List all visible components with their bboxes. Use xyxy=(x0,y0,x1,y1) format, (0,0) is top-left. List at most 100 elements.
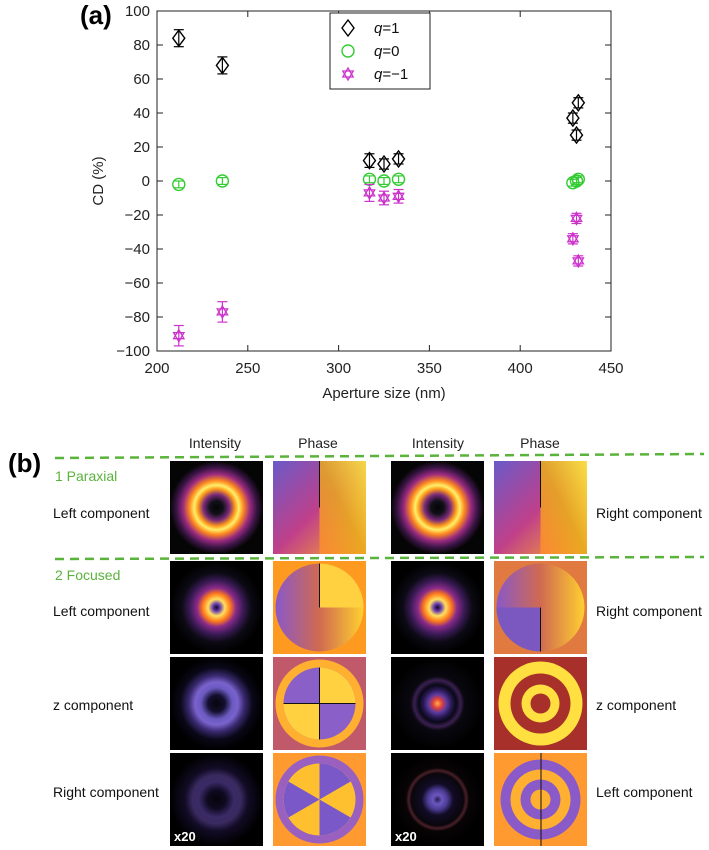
intensity-focused-right xyxy=(391,561,484,654)
data-point xyxy=(571,253,585,269)
intensity-z-right xyxy=(391,657,484,750)
data-point xyxy=(571,172,586,187)
intensity-z-left xyxy=(170,657,263,750)
y-tick-label: 20 xyxy=(133,139,150,156)
data-point xyxy=(569,125,584,145)
data-point xyxy=(215,174,230,188)
data-point xyxy=(392,189,405,204)
y-tick-label: 100 xyxy=(125,3,150,20)
header-intensity-right: Intensity xyxy=(412,435,464,451)
data-point xyxy=(171,29,186,48)
series-star xyxy=(172,183,585,347)
legend-label: q=0 xyxy=(374,43,399,60)
x-tick-label: 450 xyxy=(598,360,623,377)
section-focused-label: 2 Focused xyxy=(55,567,120,583)
phase-paraxial-right xyxy=(494,461,587,554)
row-focused-1 xyxy=(170,561,587,654)
divider-paraxial xyxy=(54,452,705,460)
x-tick-label: 250 xyxy=(235,360,260,377)
x-axis-label: Aperture size (nm) xyxy=(322,385,445,402)
data-point xyxy=(363,185,376,201)
data-point xyxy=(377,174,391,188)
data-point xyxy=(569,174,584,188)
legend-label: q=1 xyxy=(374,20,399,37)
row-label-left-2: Left component xyxy=(53,603,150,619)
row-focused-4: x20 x20 xyxy=(170,753,587,846)
legend-marker-star xyxy=(341,66,355,82)
y-tick-label: −20 xyxy=(125,207,150,224)
row-label-right-4: Left component xyxy=(596,784,693,800)
axis-ticks: 200 250 300 350 400 450 −100 −80 −60 −40 −20 0 20 40 6… xyxy=(116,3,623,377)
phase-focused-left xyxy=(273,561,366,654)
y-tick-label: 0 xyxy=(142,173,150,190)
data-point xyxy=(391,172,406,187)
y-tick-label: 80 xyxy=(133,37,150,54)
intensity-paraxial-left xyxy=(170,461,263,554)
magnification-right: x20 xyxy=(395,829,417,844)
panel-a-label: (a) xyxy=(80,0,112,30)
data-point xyxy=(172,328,186,343)
row-label-left-1: Left component xyxy=(53,505,150,521)
legend-box xyxy=(329,12,431,90)
data-point xyxy=(362,151,377,170)
data-point xyxy=(377,154,391,174)
row-label-right-2: Right component xyxy=(596,603,702,619)
data-point xyxy=(571,93,586,112)
y-tick-label: 60 xyxy=(133,71,150,88)
header-phase-left: Phase xyxy=(298,435,338,451)
y-tick-label: −60 xyxy=(125,275,150,292)
row-paraxial xyxy=(170,461,587,554)
y-tick-label: 40 xyxy=(133,105,150,122)
section-paraxial-label: 1 Paraxial xyxy=(55,468,117,484)
legend: q=1 q=0 q=−1 xyxy=(329,12,431,90)
y-tick-label: −80 xyxy=(125,309,150,326)
data-point xyxy=(566,231,580,247)
intensity-row4-left xyxy=(170,753,263,846)
data-point xyxy=(570,211,583,226)
y-tick-label: −100 xyxy=(116,343,150,360)
x-tick-label: 400 xyxy=(508,360,533,377)
data-point xyxy=(216,304,229,320)
intensity-paraxial-right xyxy=(391,461,484,554)
legend-marker-diamond xyxy=(341,18,355,38)
row-label-left-3: z component xyxy=(53,697,133,713)
series-circle xyxy=(172,172,586,192)
panel-b-label: (b) xyxy=(8,448,41,478)
x-tick-label: 200 xyxy=(144,360,169,377)
header-phase-right: Phase xyxy=(520,435,560,451)
phase-z-left xyxy=(273,657,366,750)
legend-label-value: =1 xyxy=(382,20,399,37)
cd-scatter-plot: 200 250 300 350 400 450 −100 −80 −60 −40 −20 0 20 40 6… xyxy=(90,3,624,402)
phase-focused-right xyxy=(494,561,587,654)
data-point xyxy=(215,56,230,75)
x-tick-label: 300 xyxy=(326,360,351,377)
x-tick-label: 350 xyxy=(417,360,442,377)
phase-z-right xyxy=(494,657,587,750)
phase-row4-left xyxy=(273,753,366,846)
legend-label: q=−1 xyxy=(374,66,408,83)
data-point xyxy=(172,177,186,192)
row-label-right-3: z component xyxy=(596,697,676,713)
row-label-right-1: Right component xyxy=(596,505,702,521)
divider-focused xyxy=(54,555,705,561)
y-tick-label: −40 xyxy=(125,241,150,258)
series-diamond xyxy=(171,29,586,174)
data-point xyxy=(565,108,580,128)
row-focused-z xyxy=(170,657,587,750)
legend-label-value: =0 xyxy=(382,43,399,60)
data-point xyxy=(377,190,391,206)
column-headers: Intensity Phase Intensity Phase xyxy=(189,435,560,451)
legend-label-value: =−1 xyxy=(382,66,408,83)
magnification-left: x20 xyxy=(174,829,196,844)
legend-marker-circle xyxy=(341,44,355,58)
phase-row4-right xyxy=(494,753,587,846)
data-marks xyxy=(171,29,586,347)
data-point xyxy=(391,149,406,169)
intensity-row4-right xyxy=(391,753,484,846)
phase-paraxial-left xyxy=(273,461,366,554)
y-axis-label: CD (%) xyxy=(90,156,107,205)
row-label-left-4: Right component xyxy=(53,784,159,800)
intensity-focused-left xyxy=(170,561,263,654)
header-intensity-left: Intensity xyxy=(189,435,241,451)
